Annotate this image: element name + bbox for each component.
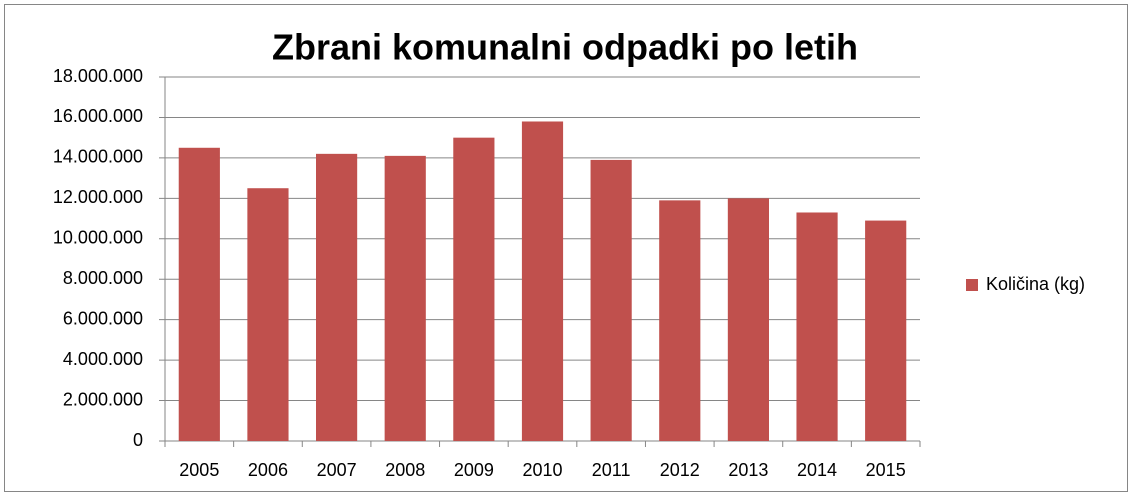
y-tick-label: 6.000.000 [63,308,143,328]
bar [247,188,289,441]
x-tick-label: 2011 [592,460,631,480]
x-tick-label: 2015 [866,460,906,480]
x-tick-label: 2006 [248,460,288,480]
bar [590,159,632,441]
y-tick-label: 8.000.000 [63,268,143,288]
bar [727,198,769,441]
y-tick-label: 14.000.000 [53,147,143,167]
bar [865,220,907,441]
chart-title: Zbrani komunalni odpadki po letih [272,27,858,68]
x-tick-label: 2005 [179,460,219,480]
x-tick-label: 2012 [660,460,700,480]
bar [796,212,838,441]
y-tick-label: 12.000.000 [53,187,143,207]
bar [316,153,358,441]
x-tick-label: 2007 [317,460,357,480]
bar [453,137,495,441]
x-tick-label: 2009 [454,460,494,480]
bar [659,200,701,441]
x-tick-label: 2014 [797,460,837,480]
legend-label: Količina (kg) [986,274,1085,294]
y-tick-label: 4.000.000 [63,349,143,369]
bar [178,147,220,441]
y-tick-label: 18.000.000 [53,66,143,86]
y-tick-label: 0 [133,430,143,450]
bar [384,155,426,441]
bar [521,121,564,441]
y-tick-label: 10.000.000 [53,228,143,248]
x-tick-label: 2008 [385,460,425,480]
x-tick-label: 2013 [728,460,768,480]
x-tick-label: 2010 [522,460,562,480]
y-tick-label: 2.000.000 [63,389,143,409]
y-tick-label: 16.000.000 [53,106,143,126]
chart-border [4,4,1128,492]
legend-swatch [966,279,978,291]
